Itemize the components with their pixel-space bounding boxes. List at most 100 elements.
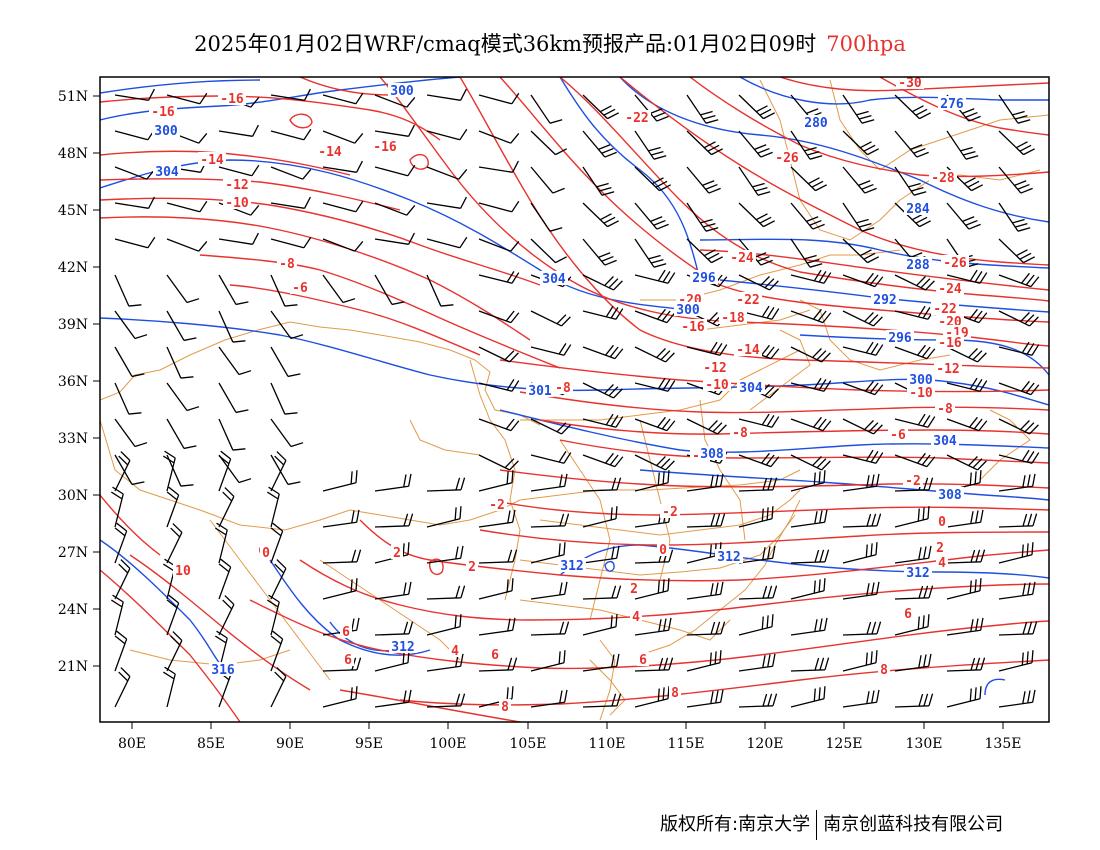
wind-barb <box>738 545 776 564</box>
temp-contour-label: -12 <box>703 361 726 376</box>
wind-barb <box>894 94 931 120</box>
temp-contour-label: -6 <box>890 428 906 443</box>
wind-barb <box>998 513 1038 528</box>
temp-contour-label: 4 <box>938 556 946 571</box>
wind-barb <box>738 305 780 320</box>
wind-barb <box>374 164 416 177</box>
wind-barb <box>946 617 984 636</box>
wind-barb <box>738 202 775 228</box>
temp-contour-label: -22 <box>736 293 759 308</box>
wind-barb <box>894 477 934 492</box>
label-background <box>904 257 932 271</box>
wind-barb <box>530 513 570 528</box>
temp-contour-label: -22 <box>625 111 648 126</box>
temp-contour-label: 8 <box>501 700 509 715</box>
wind-barb <box>894 653 932 672</box>
wind-barb <box>270 274 298 307</box>
lat-label: 27N <box>58 545 88 561</box>
wind-barb <box>162 450 176 492</box>
wind-barb <box>842 621 882 636</box>
wind-barb <box>114 196 155 209</box>
wind-barb <box>322 200 364 213</box>
wind-barb <box>686 650 722 672</box>
wind-barb <box>790 578 826 600</box>
wind-barb <box>270 418 304 448</box>
temp-contour-label: -16 <box>220 92 244 107</box>
temp-contour-label: 10 <box>175 564 191 579</box>
temp-contour-label: 2 <box>630 582 638 597</box>
wind-barb <box>842 542 878 564</box>
temp-contour-label: -28 <box>931 171 955 186</box>
wind-barb <box>530 650 566 672</box>
wind-barb <box>738 130 773 158</box>
temp-contour-label: -8 <box>732 426 748 441</box>
temp-contour-label: -26 <box>943 256 967 271</box>
temp-contour-label: -22 <box>933 302 956 317</box>
wind-barb <box>998 166 1033 194</box>
wind-barb <box>270 454 301 486</box>
wind-barb <box>426 88 467 101</box>
wind-barb <box>686 473 724 492</box>
wind-barb <box>582 477 622 492</box>
temp-contour-label: 4 <box>451 644 459 659</box>
wind-barb <box>530 473 568 492</box>
wind-barb <box>166 238 208 252</box>
wind-barb <box>166 418 197 450</box>
label-background <box>701 360 729 374</box>
label-background <box>936 281 964 295</box>
wind-barb <box>686 238 723 264</box>
temp-contour-label: -12 <box>225 178 248 193</box>
wind-barb <box>270 166 312 180</box>
label-background <box>152 123 180 137</box>
wind-barb <box>790 470 826 492</box>
wind-barb <box>478 657 518 672</box>
wind-barb <box>738 614 774 636</box>
wind-barb <box>998 621 1038 636</box>
wind-barb <box>686 418 727 435</box>
wind-barb <box>634 377 676 392</box>
wind-barb <box>946 578 982 600</box>
wind-barb <box>530 130 567 156</box>
company-name: 南京创蓝科技有限公司 <box>823 814 1004 835</box>
label-background <box>934 540 946 554</box>
wind-barb <box>166 523 183 564</box>
wind-barb <box>266 594 280 636</box>
wind-barb <box>426 477 466 492</box>
wind-barb <box>426 506 462 528</box>
wind-barb <box>946 470 982 492</box>
wind-barb <box>790 308 832 324</box>
wind-barb <box>214 522 228 564</box>
label-background <box>149 104 177 118</box>
wind-barb <box>946 686 982 708</box>
wind-barb <box>114 310 148 340</box>
wind-barb <box>998 202 1031 232</box>
wind-barb <box>530 310 571 327</box>
height-contour-label: 312 <box>560 559 583 574</box>
wind-barb <box>270 630 284 672</box>
lon-label: 85E <box>197 736 225 752</box>
wind-barb <box>790 617 828 636</box>
label-background <box>904 565 932 579</box>
wind-barb <box>582 238 617 266</box>
wind-barb <box>998 130 1035 156</box>
label-background <box>630 609 642 623</box>
wind-barb <box>582 614 618 636</box>
label-background <box>730 425 750 439</box>
plot-frame <box>99 76 1050 723</box>
temp-contour-label: -2 <box>905 474 921 489</box>
wind-barb <box>426 128 468 141</box>
wind-barb <box>530 238 567 264</box>
footer-divider <box>816 810 818 840</box>
wind-barb <box>946 549 986 564</box>
lat-label: 45N <box>58 203 88 219</box>
wind-barb <box>738 274 779 291</box>
wind-barb <box>374 202 416 216</box>
wind-barb <box>322 509 360 528</box>
lat-label: 21N <box>58 659 88 675</box>
height-contour-label: 288 <box>906 258 930 273</box>
height-contour-label: 308 <box>700 447 724 462</box>
lat-label: 30N <box>58 488 88 504</box>
wind-barb <box>426 274 454 307</box>
wind-barb <box>634 238 667 268</box>
wind-barb <box>738 477 778 492</box>
